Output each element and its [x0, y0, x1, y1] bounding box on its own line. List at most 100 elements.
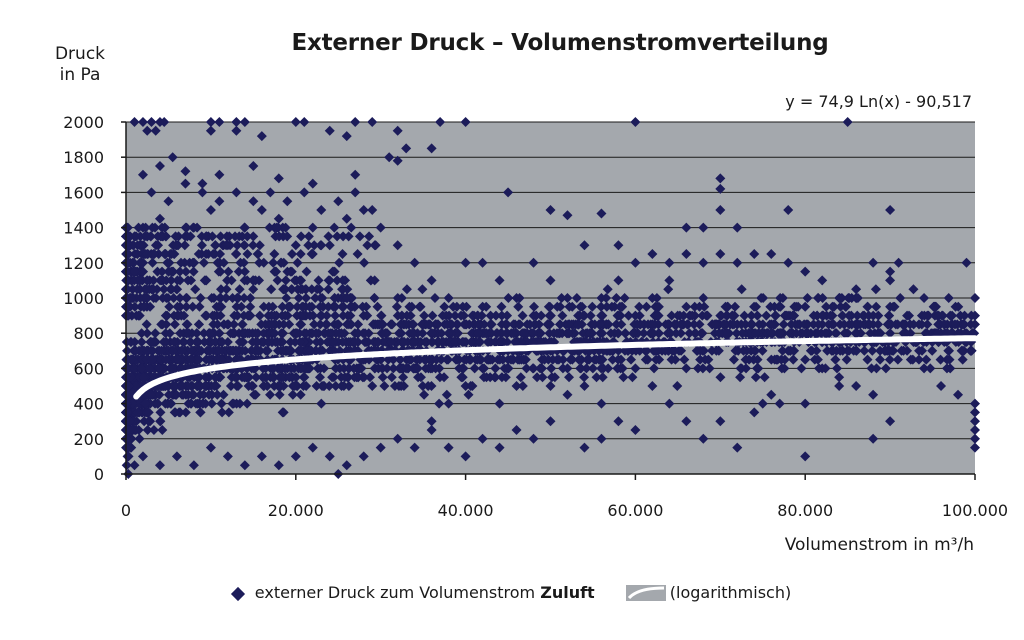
data-point: [750, 328, 761, 339]
data-point: [715, 205, 726, 215]
data-point: [597, 328, 608, 339]
data-point: [361, 337, 372, 347]
data-point: [132, 407, 143, 418]
data-point: [479, 319, 490, 330]
data-point: [638, 328, 649, 339]
data-point: [145, 337, 156, 347]
data-point: [900, 328, 911, 339]
data-point: [966, 310, 977, 321]
data-point: [306, 284, 317, 295]
data-point: [272, 275, 283, 286]
data-point: [545, 416, 556, 427]
data-point: [479, 363, 490, 374]
data-point: [483, 337, 494, 347]
data-point: [177, 389, 188, 400]
data-point: [284, 345, 295, 356]
data-point: [341, 460, 352, 471]
data-point: [528, 257, 539, 268]
data-point: [231, 125, 242, 136]
data-point: [216, 398, 227, 409]
data-point: [697, 345, 708, 356]
data-point: [800, 398, 811, 409]
data-point: [513, 301, 524, 312]
data-point: [132, 249, 143, 259]
data-point: [225, 381, 236, 391]
data-point: [884, 354, 895, 365]
data-point: [800, 354, 811, 365]
data-point: [630, 345, 641, 356]
data-point: [970, 407, 980, 418]
data-point: [647, 249, 658, 259]
data-point: [188, 266, 199, 277]
data-point: [630, 257, 641, 268]
data-point: [290, 451, 301, 462]
data-point: [318, 381, 329, 391]
data-point: [450, 310, 461, 321]
data-point: [752, 310, 763, 321]
data-point: [678, 310, 689, 321]
data-point: [412, 363, 423, 374]
data-point: [502, 337, 513, 347]
data-point: [323, 284, 334, 295]
data-point: [868, 310, 879, 321]
data-point: [663, 284, 674, 295]
data-point: [774, 398, 785, 409]
data-point: [800, 451, 811, 462]
data-point: [268, 257, 279, 268]
data-point: [172, 354, 183, 365]
data-point: [528, 433, 539, 444]
data-point: [161, 275, 172, 286]
data-point: [358, 328, 369, 339]
data-point: [125, 416, 136, 427]
data-point: [343, 381, 354, 391]
data-point: [778, 319, 789, 330]
data-point: [297, 284, 308, 295]
data-point: [619, 345, 630, 356]
data-point: [970, 425, 980, 435]
data-point: [358, 205, 369, 215]
data-point: [329, 266, 340, 277]
data-point: [198, 328, 209, 339]
data-point: [205, 328, 216, 339]
data-point: [129, 460, 140, 471]
data-point: [799, 319, 810, 330]
data-point: [199, 337, 210, 347]
data-point: [825, 310, 836, 321]
data-point: [800, 301, 811, 312]
y-axis-label-line2: in Pa: [59, 65, 101, 85]
data-point: [147, 354, 158, 365]
data-point: [722, 301, 733, 312]
data-point: [506, 354, 517, 365]
data-point: [223, 407, 234, 418]
data-point: [623, 310, 634, 321]
data-point: [132, 275, 143, 286]
data-point: [945, 310, 956, 321]
data-point: [388, 354, 399, 365]
data-point: [239, 460, 250, 471]
data-point: [256, 205, 267, 215]
data-point: [237, 319, 248, 330]
data-point: [834, 293, 845, 303]
data-point: [859, 345, 870, 356]
data-point: [419, 389, 430, 400]
data-point: [664, 275, 675, 286]
data-point: [192, 372, 203, 383]
data-point: [392, 155, 403, 166]
data-point: [970, 398, 980, 409]
data-point: [244, 310, 255, 321]
data-point: [273, 460, 284, 471]
data-point: [346, 222, 357, 233]
data-point: [327, 372, 338, 383]
data-point: [239, 222, 250, 233]
data-point: [231, 187, 242, 198]
data-point: [527, 363, 538, 374]
data-point: [917, 345, 928, 356]
data-point: [292, 328, 303, 339]
data-point: [200, 372, 211, 383]
data-point: [613, 354, 624, 365]
data-point: [190, 284, 201, 295]
data-point: [875, 354, 886, 365]
data-point: [277, 372, 288, 383]
data-point: [253, 345, 264, 356]
data-point: [146, 187, 157, 198]
